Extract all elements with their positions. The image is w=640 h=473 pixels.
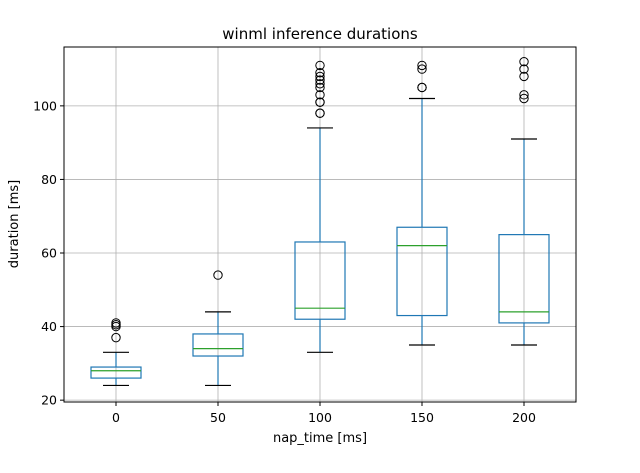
- box-group-100: [294, 60, 346, 353]
- outlier-point: [315, 90, 325, 100]
- outlier-point: [315, 75, 325, 85]
- x-tick-label: 200: [512, 410, 536, 425]
- outlier-point: [315, 71, 325, 82]
- outlier-point: [519, 64, 529, 74]
- box-group-150: [396, 60, 448, 346]
- box-layer: [90, 57, 550, 387]
- outlier-point: [519, 93, 529, 104]
- outlier-point: [111, 332, 121, 343]
- outlier-point: [519, 57, 529, 67]
- chart-title: winml inference durations: [222, 25, 418, 43]
- outlier-point: [315, 60, 325, 71]
- box-group-0: [90, 318, 142, 387]
- iqr-box: [192, 333, 244, 357]
- outlier-point: [417, 82, 427, 93]
- iqr-box: [498, 234, 550, 324]
- outlier-point: [315, 68, 325, 78]
- x-tick-label: 50: [210, 410, 226, 425]
- outlier-point: [111, 318, 121, 328]
- y-tick-label: 20: [41, 393, 57, 408]
- outlier-point: [417, 64, 427, 74]
- box-group-50: [192, 270, 244, 387]
- outlier-point: [519, 90, 529, 100]
- x-axis-label: nap_time [ms]: [273, 431, 367, 446]
- iqr-box: [90, 366, 142, 379]
- x-tick-label: 100: [308, 410, 332, 425]
- axis-layer: 20 40 60 80 100 0 50 100 150 200: [33, 46, 577, 425]
- y-tick-label: 60: [41, 246, 57, 261]
- y-tick-label: 80: [41, 172, 57, 187]
- outlier-point: [417, 60, 427, 71]
- y-tick-label: 100: [33, 98, 57, 113]
- y-axis-label: duration [ms]: [7, 180, 22, 268]
- outlier-point: [315, 82, 325, 93]
- outlier-point: [213, 270, 223, 280]
- box-group-200: [498, 57, 550, 346]
- outlier-point: [315, 97, 325, 107]
- outlier-point: [519, 71, 529, 82]
- outlier-point: [315, 79, 325, 89]
- x-tick-label: 150: [410, 410, 434, 425]
- outlier-point: [315, 108, 325, 118]
- iqr-box: [294, 241, 346, 320]
- iqr-box: [396, 226, 448, 317]
- x-tick-label: 0: [112, 410, 120, 425]
- y-tick-label: 40: [41, 319, 57, 334]
